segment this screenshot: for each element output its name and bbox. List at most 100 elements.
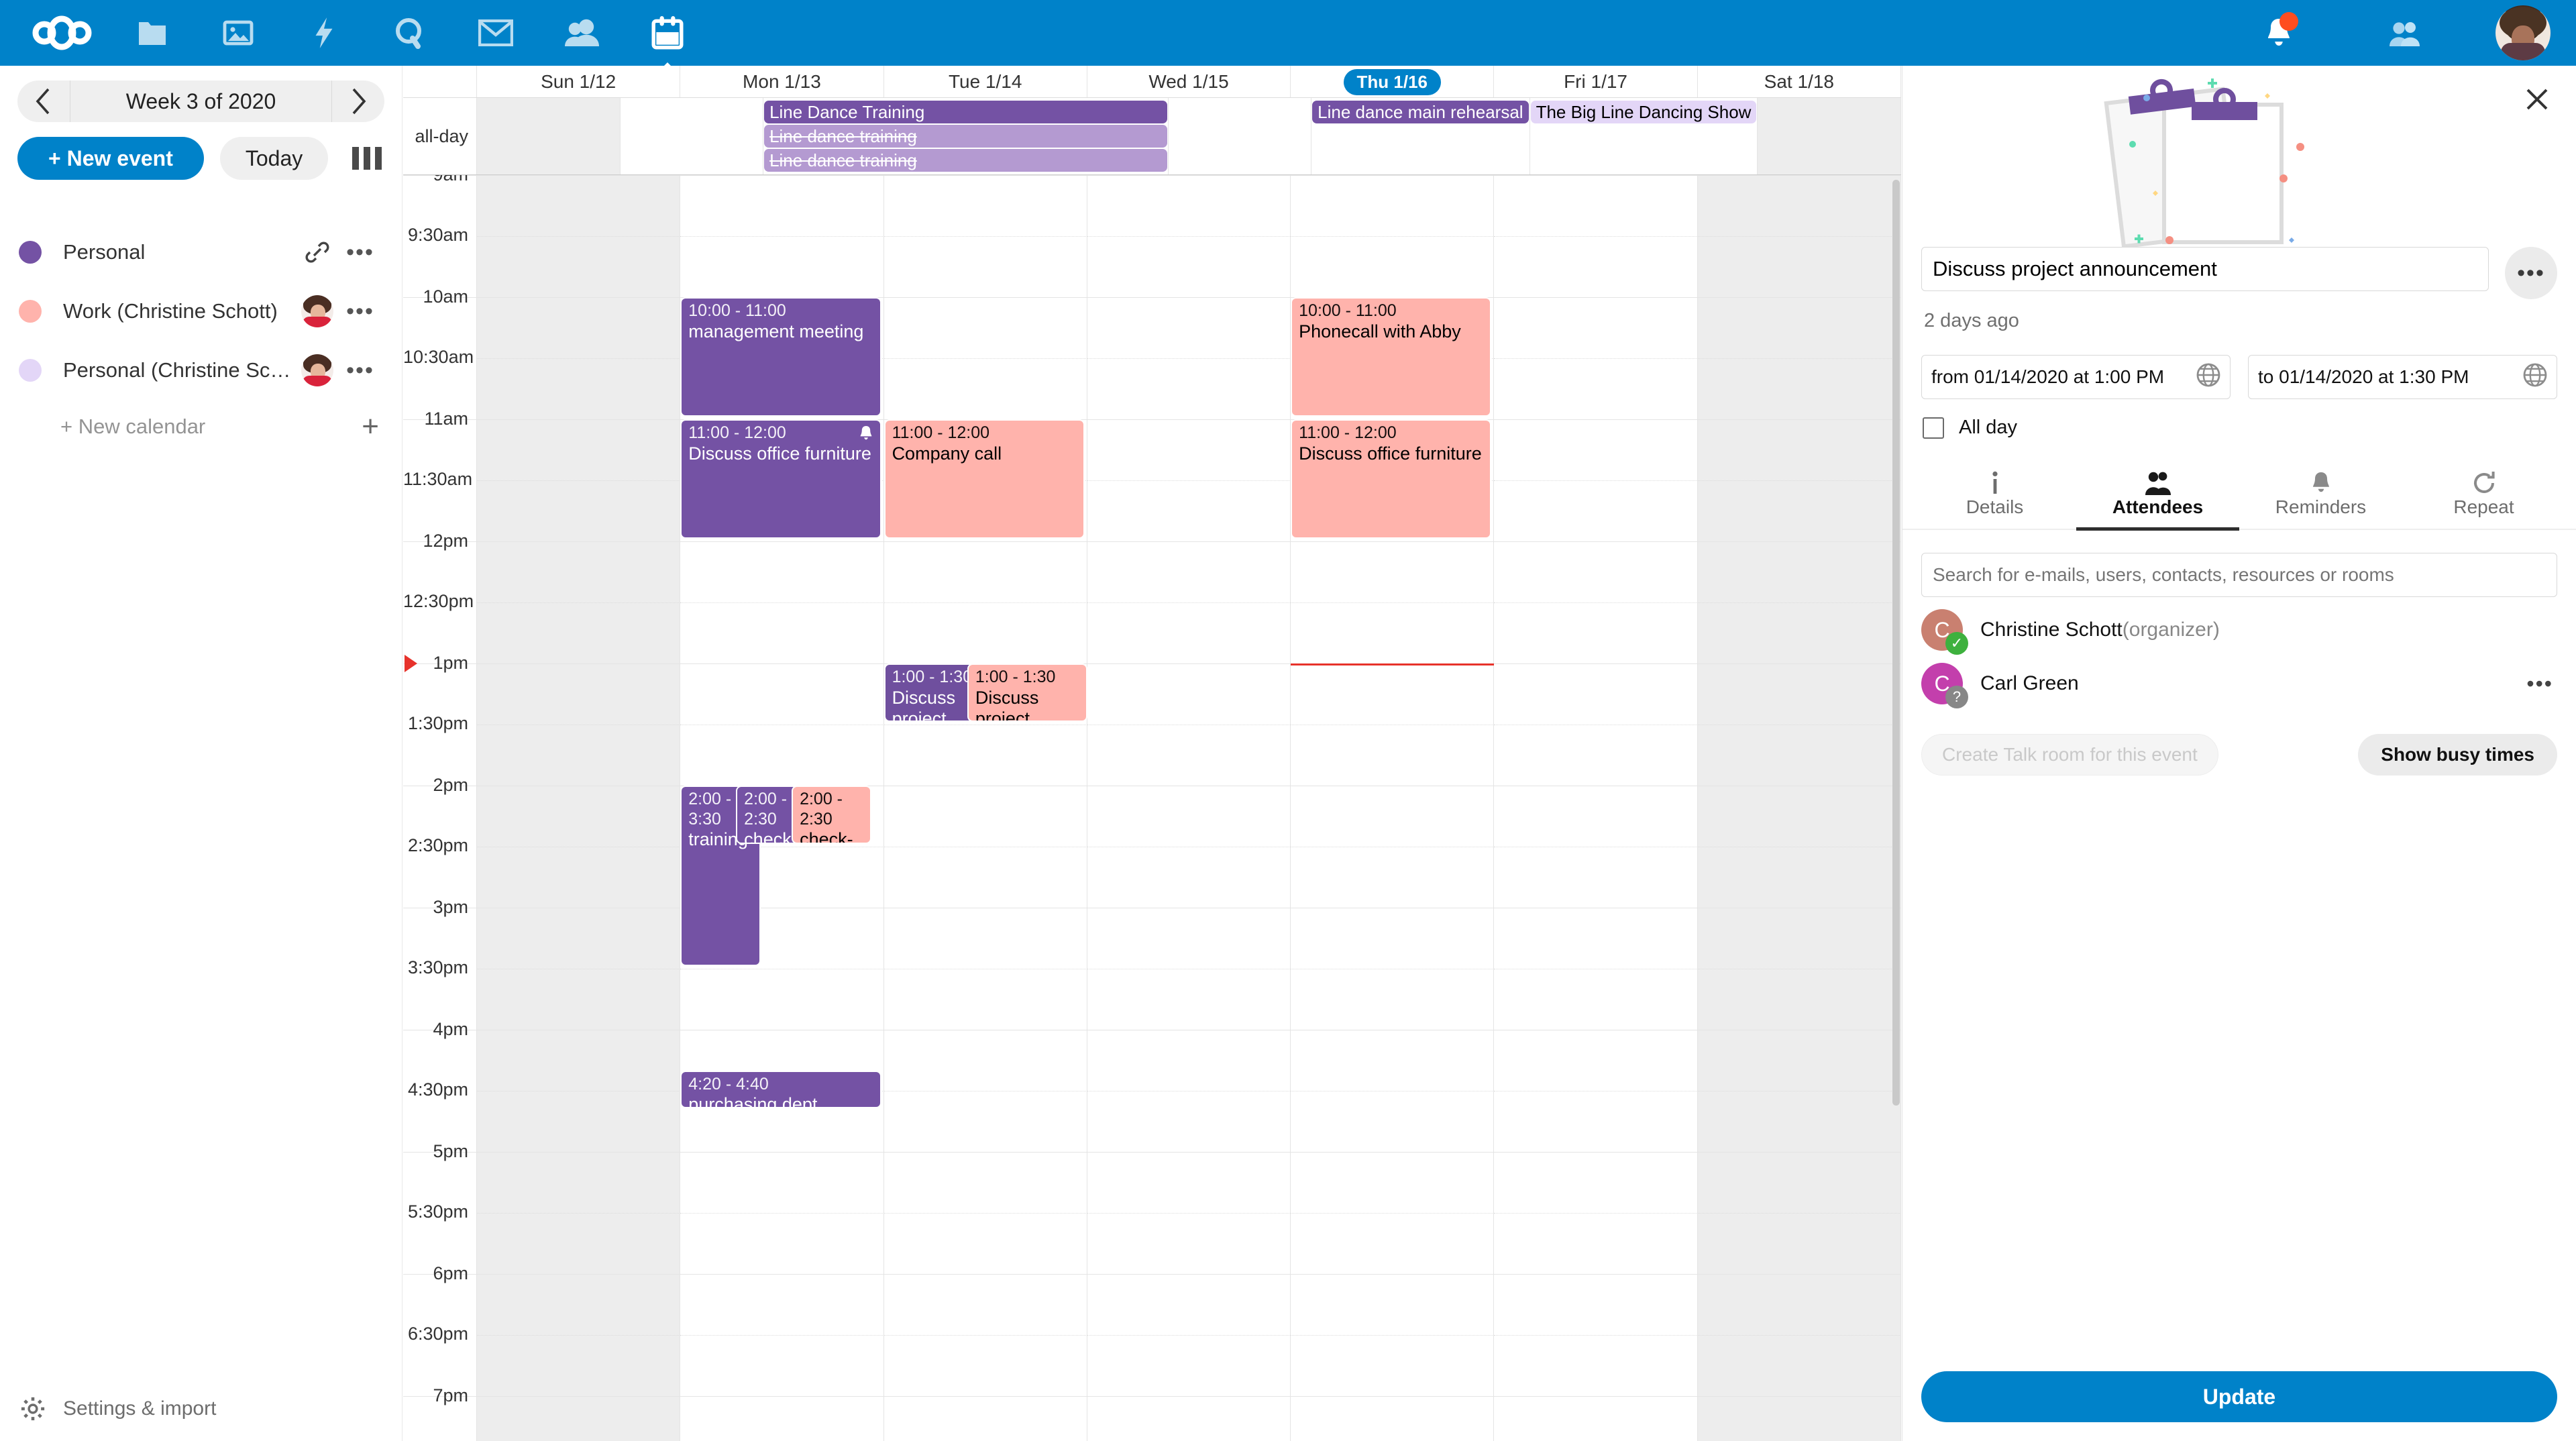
time-slot-cell[interactable] — [1087, 1213, 1291, 1274]
all-day-cell-sun[interactable] — [477, 98, 621, 174]
time-slot-cell[interactable] — [477, 541, 681, 602]
time-slot-cell[interactable] — [477, 1213, 681, 1274]
attendee-row-carl-green[interactable]: C ? Carl Green ••• — [1902, 651, 2576, 708]
create-talk-room-button[interactable]: Create Talk room for this event — [1921, 734, 2218, 776]
time-slot-cell[interactable] — [1494, 358, 1698, 419]
time-slot-cell[interactable] — [1494, 175, 1698, 236]
nav-search-icon[interactable] — [384, 7, 436, 59]
time-slot-cell[interactable] — [1494, 297, 1698, 358]
time-slot-cell[interactable] — [1087, 297, 1291, 358]
time-slot-cell[interactable] — [680, 1274, 884, 1335]
tab-attendees[interactable]: Attendees — [2076, 463, 2239, 531]
time-slot-cell[interactable] — [477, 236, 681, 297]
time-slot-cell[interactable] — [1291, 1152, 1495, 1213]
calendar-item-personal-christine-schott[interactable]: Personal (Christine Scho... ••• — [0, 341, 402, 400]
contacts-menu-icon[interactable] — [2379, 7, 2431, 59]
day-header-sun[interactable]: Sun 1/12 — [477, 66, 681, 97]
time-slot-cell[interactable] — [1494, 847, 1698, 908]
time-slot-cell[interactable] — [883, 1335, 1087, 1396]
time-slot-cell[interactable] — [680, 969, 884, 1030]
time-slot-cell[interactable] — [477, 297, 681, 358]
time-slot-cell[interactable] — [883, 175, 1087, 236]
time-slot-cell[interactable] — [680, 1213, 884, 1274]
time-slot-cell[interactable] — [883, 847, 1087, 908]
time-slot-cell[interactable] — [1697, 602, 1901, 663]
calendar-event[interactable]: 4:20 - 4:40 purchasing dept — [680, 1070, 881, 1109]
today-button[interactable]: Today — [219, 137, 329, 180]
calendar-menu-button[interactable]: ••• — [346, 239, 374, 265]
time-slot-cell[interactable] — [1291, 1274, 1495, 1335]
time-slot-cell[interactable] — [1494, 1091, 1698, 1152]
nav-files-icon[interactable] — [126, 7, 178, 59]
time-slot-cell[interactable] — [1087, 663, 1291, 725]
time-slot-cell[interactable] — [1697, 1274, 1901, 1335]
time-slot-cell[interactable] — [1494, 663, 1698, 725]
time-slot-cell[interactable] — [1494, 786, 1698, 847]
time-slot-cell[interactable] — [1291, 725, 1495, 786]
time-slot-cell[interactable] — [1494, 725, 1698, 786]
day-header-fri[interactable]: Fri 1/17 — [1494, 66, 1698, 97]
time-slot-cell[interactable] — [883, 236, 1087, 297]
time-slot-cell[interactable] — [1697, 908, 1901, 969]
time-slot-cell[interactable] — [477, 358, 681, 419]
time-slot-cell[interactable] — [883, 969, 1087, 1030]
columns-view-icon[interactable] — [352, 147, 382, 170]
time-slot-cell[interactable] — [1697, 236, 1901, 297]
time-slot-cell[interactable] — [883, 358, 1087, 419]
new-event-button[interactable]: + New event — [17, 137, 204, 180]
time-slot-cell[interactable] — [1697, 1213, 1901, 1274]
time-slot-cell[interactable] — [1697, 541, 1901, 602]
time-slot-cell[interactable] — [477, 786, 681, 847]
time-slot-cell[interactable] — [1087, 725, 1291, 786]
time-slot-cell[interactable] — [1494, 1274, 1698, 1335]
plus-icon[interactable]: + — [362, 410, 379, 443]
time-slot-cell[interactable] — [477, 1091, 681, 1152]
previous-week-button[interactable] — [17, 81, 70, 122]
all-day-cell-tue[interactable]: Line Dance Training Line dance training Li… — [763, 98, 1169, 174]
nav-mail-icon[interactable] — [470, 7, 522, 59]
time-slot-cell[interactable] — [1291, 1396, 1495, 1441]
time-slot-cell[interactable] — [1087, 419, 1291, 480]
time-slot-cell[interactable] — [1494, 969, 1698, 1030]
time-slot-cell[interactable] — [1291, 236, 1495, 297]
time-slot-cell[interactable] — [477, 908, 681, 969]
calendar-menu-button[interactable]: ••• — [346, 298, 374, 324]
time-slot-cell[interactable] — [1087, 1396, 1291, 1441]
time-slot-cell[interactable] — [1697, 663, 1901, 725]
time-slot-cell[interactable] — [680, 1335, 884, 1396]
close-icon[interactable] — [2518, 81, 2556, 118]
time-slot-cell[interactable] — [1697, 358, 1901, 419]
day-header-wed[interactable]: Wed 1/15 — [1087, 66, 1291, 97]
time-slot-cell[interactable] — [1291, 1030, 1495, 1091]
time-slot-cell[interactable] — [1087, 236, 1291, 297]
time-slot-cell[interactable] — [477, 1335, 681, 1396]
all-day-event[interactable]: Line dance main rehearsal — [1312, 101, 1529, 123]
time-slot-cell[interactable] — [680, 541, 884, 602]
time-slot-cell[interactable] — [680, 1030, 884, 1091]
time-slot-cell[interactable] — [883, 725, 1087, 786]
time-slot-cell[interactable] — [1494, 908, 1698, 969]
time-slot-cell[interactable] — [1291, 1091, 1495, 1152]
time-slot-cell[interactable] — [680, 602, 884, 663]
time-slot-cell[interactable] — [680, 663, 884, 725]
time-slot-cell[interactable] — [1291, 786, 1495, 847]
time-slot-cell[interactable] — [1291, 175, 1495, 236]
time-slot-cell[interactable] — [477, 1030, 681, 1091]
time-slot-cell[interactable] — [1087, 602, 1291, 663]
globe-icon[interactable] — [2196, 363, 2220, 392]
tab-details[interactable]: Details — [1913, 463, 2076, 531]
all-day-event[interactable]: Line dance training — [764, 125, 1167, 148]
time-slot-cell[interactable] — [1087, 1274, 1291, 1335]
nav-calendar-icon[interactable] — [641, 7, 694, 80]
time-slot-cell[interactable] — [477, 175, 681, 236]
globe-icon[interactable] — [2523, 363, 2547, 392]
time-slot-cell[interactable] — [1291, 541, 1495, 602]
time-slot-cell[interactable] — [680, 847, 884, 908]
time-slot-cell[interactable] — [883, 541, 1087, 602]
calendar-event[interactable]: 10:00 - 11:00 Phonecall with Abby — [1291, 297, 1492, 417]
time-slot-cell[interactable] — [1087, 969, 1291, 1030]
time-slot-cell[interactable] — [1697, 480, 1901, 541]
time-slot-cell[interactable] — [680, 1396, 884, 1441]
time-slot-cell[interactable] — [1697, 1335, 1901, 1396]
